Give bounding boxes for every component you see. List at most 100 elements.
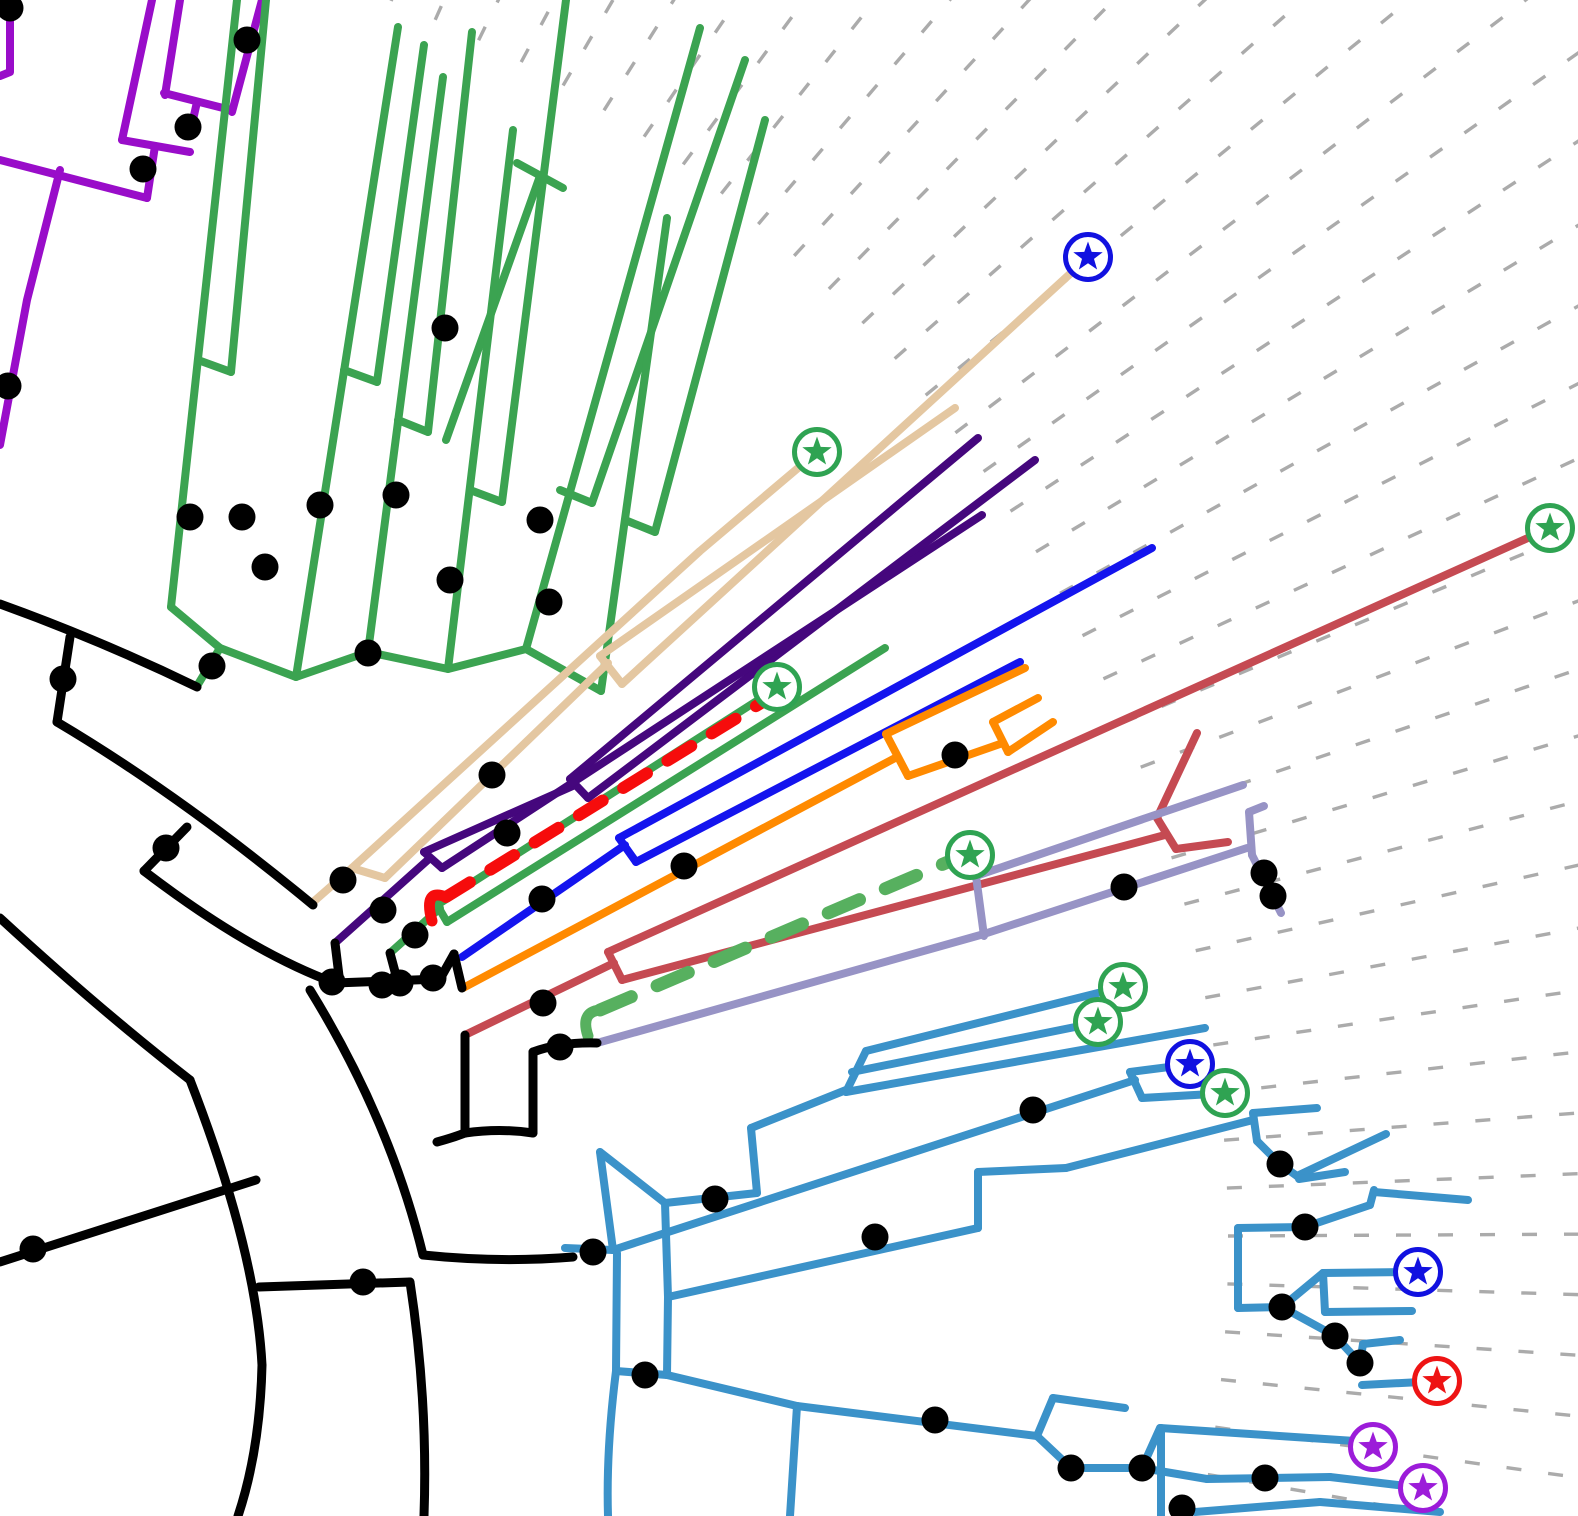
- branch-orange-tip: [882, 664, 1029, 738]
- branch-crimson-tip: [1153, 729, 1201, 822]
- branch-green-tip: [424, 28, 476, 436]
- node-dot: [431, 314, 459, 342]
- branch-tan-tip: [596, 404, 959, 660]
- node-dot: [386, 969, 414, 997]
- node-dot: [198, 652, 226, 680]
- branch-blue-tip: [615, 544, 1156, 842]
- branch-steel-tip: [1321, 1307, 1416, 1316]
- node-dot: [528, 885, 556, 913]
- branch-green-chord: [466, 486, 506, 506]
- node-dot: [579, 1238, 607, 1266]
- branch-purple-tip-1: [118, 0, 156, 144]
- node-dot: [1110, 873, 1138, 901]
- branch-tan-chord: [348, 864, 389, 882]
- branch-crimson-tip: [1172, 838, 1232, 853]
- internal-node-dots: [0, 0, 1374, 1516]
- branch-orange-tip: [989, 694, 1042, 726]
- blue-star-marker: [1393, 1247, 1443, 1297]
- branch-skeleton-arc: [0, 599, 202, 692]
- green-star-marker: [945, 830, 995, 880]
- branch-green-tip: [597, 214, 671, 695]
- branch-indigo-tip: [438, 511, 986, 872]
- node-dot: [382, 481, 410, 509]
- node-dot: [526, 506, 554, 534]
- branch-green-tip: [588, 56, 749, 507]
- branch-purple-root: [0, 166, 64, 449]
- branch-indigo-tip: [566, 434, 982, 783]
- branch-skeleton-arc: [0, 913, 195, 1085]
- branch-purple-tip-hook: [0, 0, 14, 80]
- node-dot: [436, 566, 464, 594]
- branch-tan-tip-bluestar: [618, 258, 1087, 688]
- branch-steel-internal: [663, 1293, 672, 1379]
- node-dot: [233, 26, 261, 54]
- branch-crimson-tip-starred: [604, 524, 1554, 956]
- node-dot: [1019, 1096, 1047, 1124]
- node-dot: [493, 819, 521, 847]
- node-dot: [369, 896, 397, 924]
- branch-steel-chord: [974, 1164, 1070, 1176]
- branch-skeleton-arc: [460, 1126, 538, 1138]
- node-dot: [129, 155, 157, 183]
- node-dot: [1266, 1150, 1294, 1178]
- branch-green-tip: [498, 0, 570, 506]
- branch-steel-chord: [1126, 1068, 1146, 1102]
- branch-green-spine: [216, 644, 605, 695]
- branch-steel-tip: [1249, 1104, 1321, 1117]
- branch-steel-internal: [747, 1124, 761, 1197]
- branch-steel-tip: [1370, 1188, 1472, 1204]
- branch-orange-tip: [1004, 718, 1057, 756]
- branch-green-tip: [373, 41, 428, 386]
- branch-skeleton-arc: [52, 717, 318, 910]
- branch-skeleton-arc: [139, 866, 340, 988]
- branch-steel-tip: [842, 1024, 1209, 1096]
- branch-green-chord: [194, 356, 235, 376]
- branch-green-chord: [340, 366, 381, 386]
- branch-orange-chord: [989, 718, 1012, 756]
- branch-steel-tip: [1295, 1168, 1349, 1183]
- branch-steel-tip: [1359, 1336, 1404, 1348]
- node-dot: [19, 1235, 47, 1263]
- branch-steel-internal: [1062, 1116, 1257, 1172]
- branch-crimson-chord: [604, 948, 626, 984]
- branch-steel-tip-starred: [1319, 1268, 1408, 1277]
- branch-steel-tip-starred: [862, 986, 1114, 1055]
- branch-green-tip: [522, 24, 704, 653]
- branch-green-chord: [394, 416, 432, 436]
- branch-blue-chord: [615, 834, 640, 866]
- branch-skeleton-corner: [449, 949, 467, 993]
- branch-green-chord: [621, 516, 659, 536]
- node-dot: [1268, 1293, 1296, 1321]
- branch-steel-chord: [1249, 1109, 1261, 1145]
- node-dot: [1057, 1454, 1085, 1482]
- branch-lavender-chord: [972, 872, 988, 940]
- branch-red-dash-branch: [440, 694, 772, 903]
- branch-steel-internal: [793, 1402, 1041, 1440]
- green-star-marker: [1200, 1068, 1250, 1118]
- node-dot: [0, 372, 22, 400]
- branch-green-hook: [167, 603, 224, 652]
- branch-steel-internal: [663, 1371, 801, 1410]
- branch-steel-chord: [1319, 1269, 1329, 1316]
- node-dot: [546, 1033, 574, 1061]
- node-dot: [318, 968, 346, 996]
- node-dot: [306, 491, 334, 519]
- node-dot: [1128, 1454, 1156, 1482]
- node-dot: [1346, 1349, 1374, 1377]
- branch-steel-tip-starred: [1358, 1378, 1425, 1389]
- branch-steel-tip: [1049, 1394, 1129, 1412]
- node-dot: [176, 503, 204, 531]
- node-dot: [49, 665, 77, 693]
- node-dot: [631, 1361, 659, 1389]
- node-dot: [478, 761, 506, 789]
- node-dot: [1168, 1494, 1196, 1516]
- branch-skeleton-arc: [185, 1075, 267, 1516]
- branch-skeleton-arc: [418, 1250, 578, 1265]
- branch-steel-tip: [1191, 1498, 1324, 1516]
- node-dot: [941, 741, 969, 769]
- blue-star-marker: [1165, 1039, 1215, 1089]
- node-dot: [1251, 1464, 1279, 1492]
- branch-purple-tip-2: [161, 0, 184, 99]
- branch-skeleton-arc: [305, 985, 428, 1260]
